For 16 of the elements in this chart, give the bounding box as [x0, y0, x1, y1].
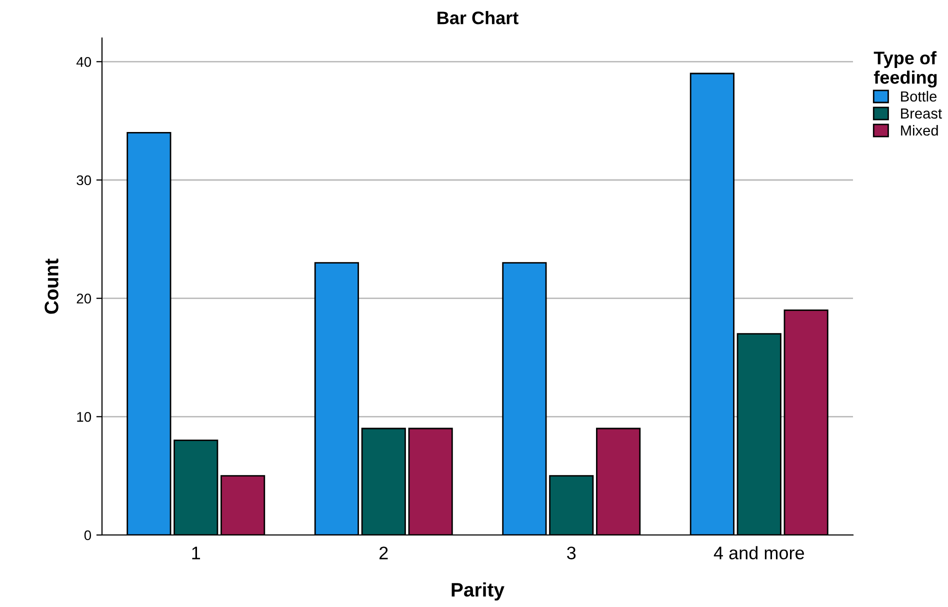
y-tick-label: 30 — [76, 175, 92, 186]
legend-title: Type of feeding — [874, 51, 937, 88]
y-tick-label: 20 — [76, 294, 92, 304]
chart-title: Bar Chart — [438, 11, 518, 24]
legend-label: Bottle — [901, 90, 937, 102]
x-tick-label: 4 and more — [714, 546, 804, 560]
x-tick-label: 3 — [567, 546, 576, 560]
y-tick-label: 10 — [77, 412, 92, 422]
x-tick-label: 1 — [192, 546, 200, 560]
x-axis-title: Parity — [452, 582, 504, 601]
y-axis-title: Count — [44, 258, 58, 314]
legend-label: Breast — [901, 108, 942, 119]
y-tick-label: 0 — [84, 530, 92, 540]
x-tick-label: 2 — [380, 546, 388, 560]
legend-label: Mixed — [901, 124, 938, 136]
y-tick-label: 40 — [76, 57, 92, 67]
